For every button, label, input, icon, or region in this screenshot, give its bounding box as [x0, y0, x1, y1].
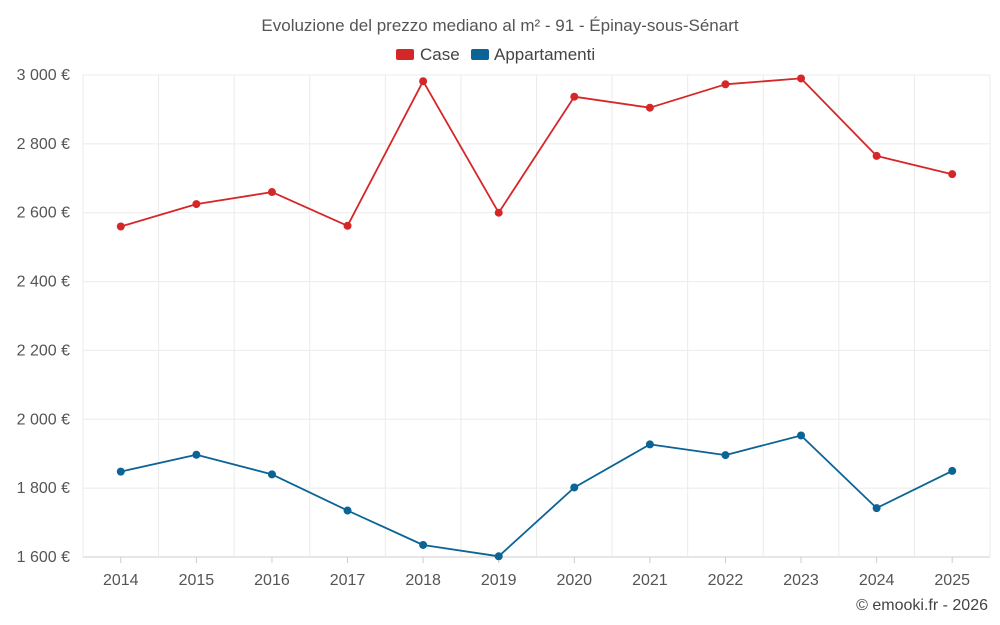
y-tick-label: 2 600 € [17, 205, 70, 222]
legend-label-case: Case [420, 45, 460, 64]
y-axis: 1 600 € 1 800 € 2 000 € 2 200 € 2 400 € 2 600… [17, 67, 70, 566]
series-line-appartamenti [120, 434, 953, 558]
data-point-appartamenti[interactable] [494, 552, 503, 561]
data-point-appartamenti[interactable] [116, 467, 125, 476]
y-tick-label: 2 800 € [17, 136, 70, 153]
data-point-case[interactable] [419, 77, 428, 86]
data-point-appartamenti[interactable] [570, 483, 579, 492]
legend-item-case[interactable]: Case [396, 45, 460, 64]
data-point-case[interactable] [797, 74, 806, 83]
data-point-case[interactable] [267, 188, 276, 197]
data-point-case[interactable] [494, 208, 503, 217]
x-tick-label: 2016 [254, 572, 290, 589]
chart-title: Evoluzione del prezzo mediano al m² - 91… [261, 16, 738, 35]
x-tick-label: 2022 [708, 572, 744, 589]
y-tick-label: 2 400 € [17, 274, 70, 291]
y-tick-label: 2 000 € [17, 411, 70, 428]
data-point-appartamenti[interactable] [797, 431, 806, 440]
legend-swatch-case [396, 49, 414, 60]
series-line-case [120, 77, 953, 228]
data-point-appartamenti[interactable] [192, 450, 201, 459]
data-point-appartamenti[interactable] [721, 451, 730, 460]
y-tick-label: 1 600 € [17, 549, 70, 566]
legend-label-appartamenti: Appartamenti [494, 45, 595, 64]
data-point-case[interactable] [645, 103, 654, 112]
data-point-appartamenti[interactable] [343, 506, 352, 515]
data-point-case[interactable] [343, 221, 352, 230]
data-point-appartamenti[interactable] [645, 440, 654, 449]
grid [82, 74, 991, 558]
x-tick-label: 2023 [783, 572, 819, 589]
legend-item-appartamenti[interactable]: Appartamenti [471, 45, 595, 64]
credit-text: © emooki.fr - 2026 [856, 597, 988, 614]
x-tick-label: 2020 [556, 572, 592, 589]
x-tick-label: 2019 [481, 572, 517, 589]
data-point-case[interactable] [116, 222, 125, 231]
x-tick-label: 2018 [405, 572, 441, 589]
data-point-case[interactable] [948, 170, 957, 179]
series [116, 74, 957, 561]
x-tick-label: 2021 [632, 572, 668, 589]
y-tick-label: 3 000 € [17, 67, 70, 84]
data-point-case[interactable] [872, 151, 881, 160]
x-tick-label: 2015 [179, 572, 215, 589]
legend-swatch-appartamenti [471, 49, 489, 60]
data-point-case[interactable] [721, 80, 730, 89]
data-point-appartamenti[interactable] [948, 466, 957, 475]
x-tick-label: 2024 [859, 572, 895, 589]
x-tick-label: 2025 [934, 572, 970, 589]
series-appartamenti [116, 431, 957, 561]
data-point-appartamenti[interactable] [267, 470, 276, 479]
x-tick-label: 2017 [330, 572, 366, 589]
y-tick-label: 2 200 € [17, 342, 70, 359]
data-point-appartamenti[interactable] [872, 504, 881, 513]
data-point-case[interactable] [570, 92, 579, 101]
series-case [116, 74, 957, 231]
x-axis: 2014 2015 2016 2017 2018 2019 2020 2021 2022 2023… [103, 557, 970, 589]
y-tick-label: 1 800 € [17, 480, 70, 497]
legend: Case Appartamenti [396, 45, 595, 64]
x-tick-label: 2014 [103, 572, 139, 589]
data-point-appartamenti[interactable] [419, 540, 428, 549]
data-point-case[interactable] [192, 200, 201, 209]
